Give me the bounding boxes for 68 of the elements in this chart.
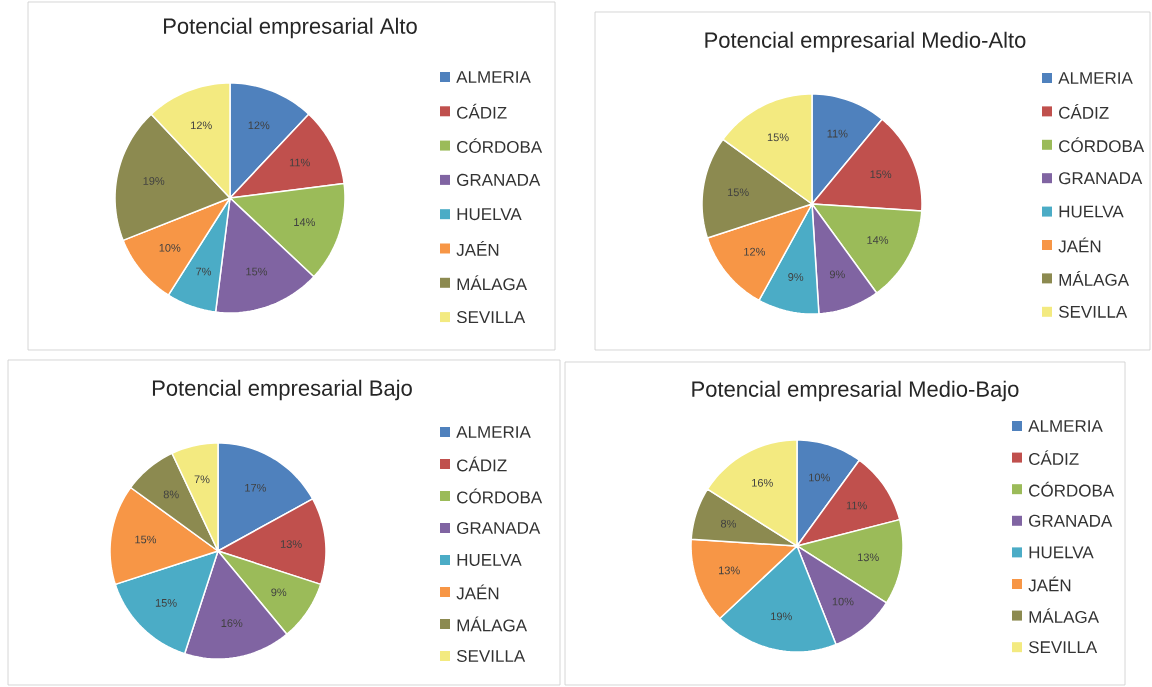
- legend-label: HUELVA: [457, 208, 522, 221]
- chart-title: Potencial empresarial Medio-Bajo: [692, 380, 1019, 402]
- legend-label: CÓRDOBA: [1029, 481, 1115, 497]
- data-label: 9%: [788, 273, 804, 281]
- legend-label: JAÉN: [456, 584, 499, 600]
- legend-label: ALMERIA: [456, 71, 531, 83]
- data-label: 16%: [221, 619, 243, 628]
- legend-label: HUELVA: [1059, 205, 1124, 218]
- legend-label: CÓRDOBA: [457, 138, 543, 154]
- legend-label: CÁDIZ: [1059, 103, 1109, 119]
- legend-label: MÁLAGA: [1029, 608, 1100, 624]
- legend-label: GRANADA: [457, 173, 541, 186]
- legend-label: HUELVA: [1029, 546, 1094, 559]
- data-label: 19%: [771, 612, 792, 621]
- data-label: 15%: [870, 170, 892, 179]
- legend-label: JAÉN: [1058, 237, 1101, 253]
- data-label: 15%: [727, 188, 749, 197]
- legend-label: MÁLAGA: [1059, 270, 1130, 286]
- data-label: 19%: [143, 177, 165, 185]
- legend-label: GRANADA: [1029, 514, 1113, 527]
- legend-label: ALMERIA: [456, 426, 531, 438]
- legend-label: ALMERIA: [1028, 420, 1103, 432]
- legend-label: CÁDIZ: [457, 456, 507, 472]
- legend-label: SEVILLA: [456, 649, 526, 663]
- legend-label: SEVILLA: [1028, 641, 1098, 654]
- chart-title: Potencial empresarial Medio-Alto: [705, 31, 1026, 53]
- legend-label: SEVILLA: [456, 311, 526, 324]
- data-label: 10%: [159, 243, 181, 252]
- data-label: 15%: [155, 599, 177, 607]
- legend-label: CÁDIZ: [1029, 450, 1079, 466]
- data-label: 15%: [767, 133, 789, 142]
- legend-label: MÁLAGA: [457, 616, 528, 632]
- data-label: 13%: [280, 540, 302, 548]
- legend-label: CÁDIZ: [457, 103, 507, 119]
- data-label: 11%: [289, 158, 310, 167]
- data-label: 8%: [720, 519, 736, 528]
- data-label: 15%: [135, 535, 157, 544]
- data-label: 12%: [191, 121, 212, 130]
- data-label: 16%: [752, 478, 773, 487]
- data-label: 11%: [846, 501, 867, 510]
- data-label: 17%: [245, 483, 266, 492]
- data-label: 10%: [832, 597, 854, 606]
- legend-label: GRANADA: [457, 521, 541, 535]
- legend-label: MÁLAGA: [457, 275, 528, 291]
- legend-label: GRANADA: [1059, 172, 1143, 185]
- legend-label: HUELVA: [457, 554, 522, 566]
- data-label: 15%: [246, 267, 268, 276]
- legend-label: JAÉN: [456, 241, 499, 256]
- data-label: 7%: [196, 267, 212, 276]
- data-label: 12%: [248, 121, 270, 130]
- legend-label: CÓRDOBA: [1059, 137, 1145, 153]
- data-label: 9%: [271, 588, 287, 597]
- chart-title: Potencial empresarial Alto: [164, 17, 417, 39]
- data-label: 9%: [829, 270, 845, 279]
- data-label: 13%: [719, 566, 740, 575]
- data-label: 13%: [858, 553, 879, 562]
- data-label: 10%: [809, 473, 830, 482]
- data-label: 7%: [194, 475, 210, 484]
- data-label: 8%: [163, 490, 179, 499]
- data-label: 14%: [867, 236, 889, 244]
- data-label: 12%: [744, 247, 765, 256]
- legend-label: ALMERIA: [1058, 72, 1133, 84]
- chart-title: Potencial empresarial Bajo: [152, 379, 412, 401]
- data-label: 14%: [294, 218, 315, 226]
- legend-label: JAÉN: [1028, 576, 1071, 592]
- legend-label: SEVILLA: [1058, 305, 1128, 318]
- data-label: 11%: [827, 129, 848, 138]
- legend-label: CÓRDOBA: [457, 488, 543, 504]
